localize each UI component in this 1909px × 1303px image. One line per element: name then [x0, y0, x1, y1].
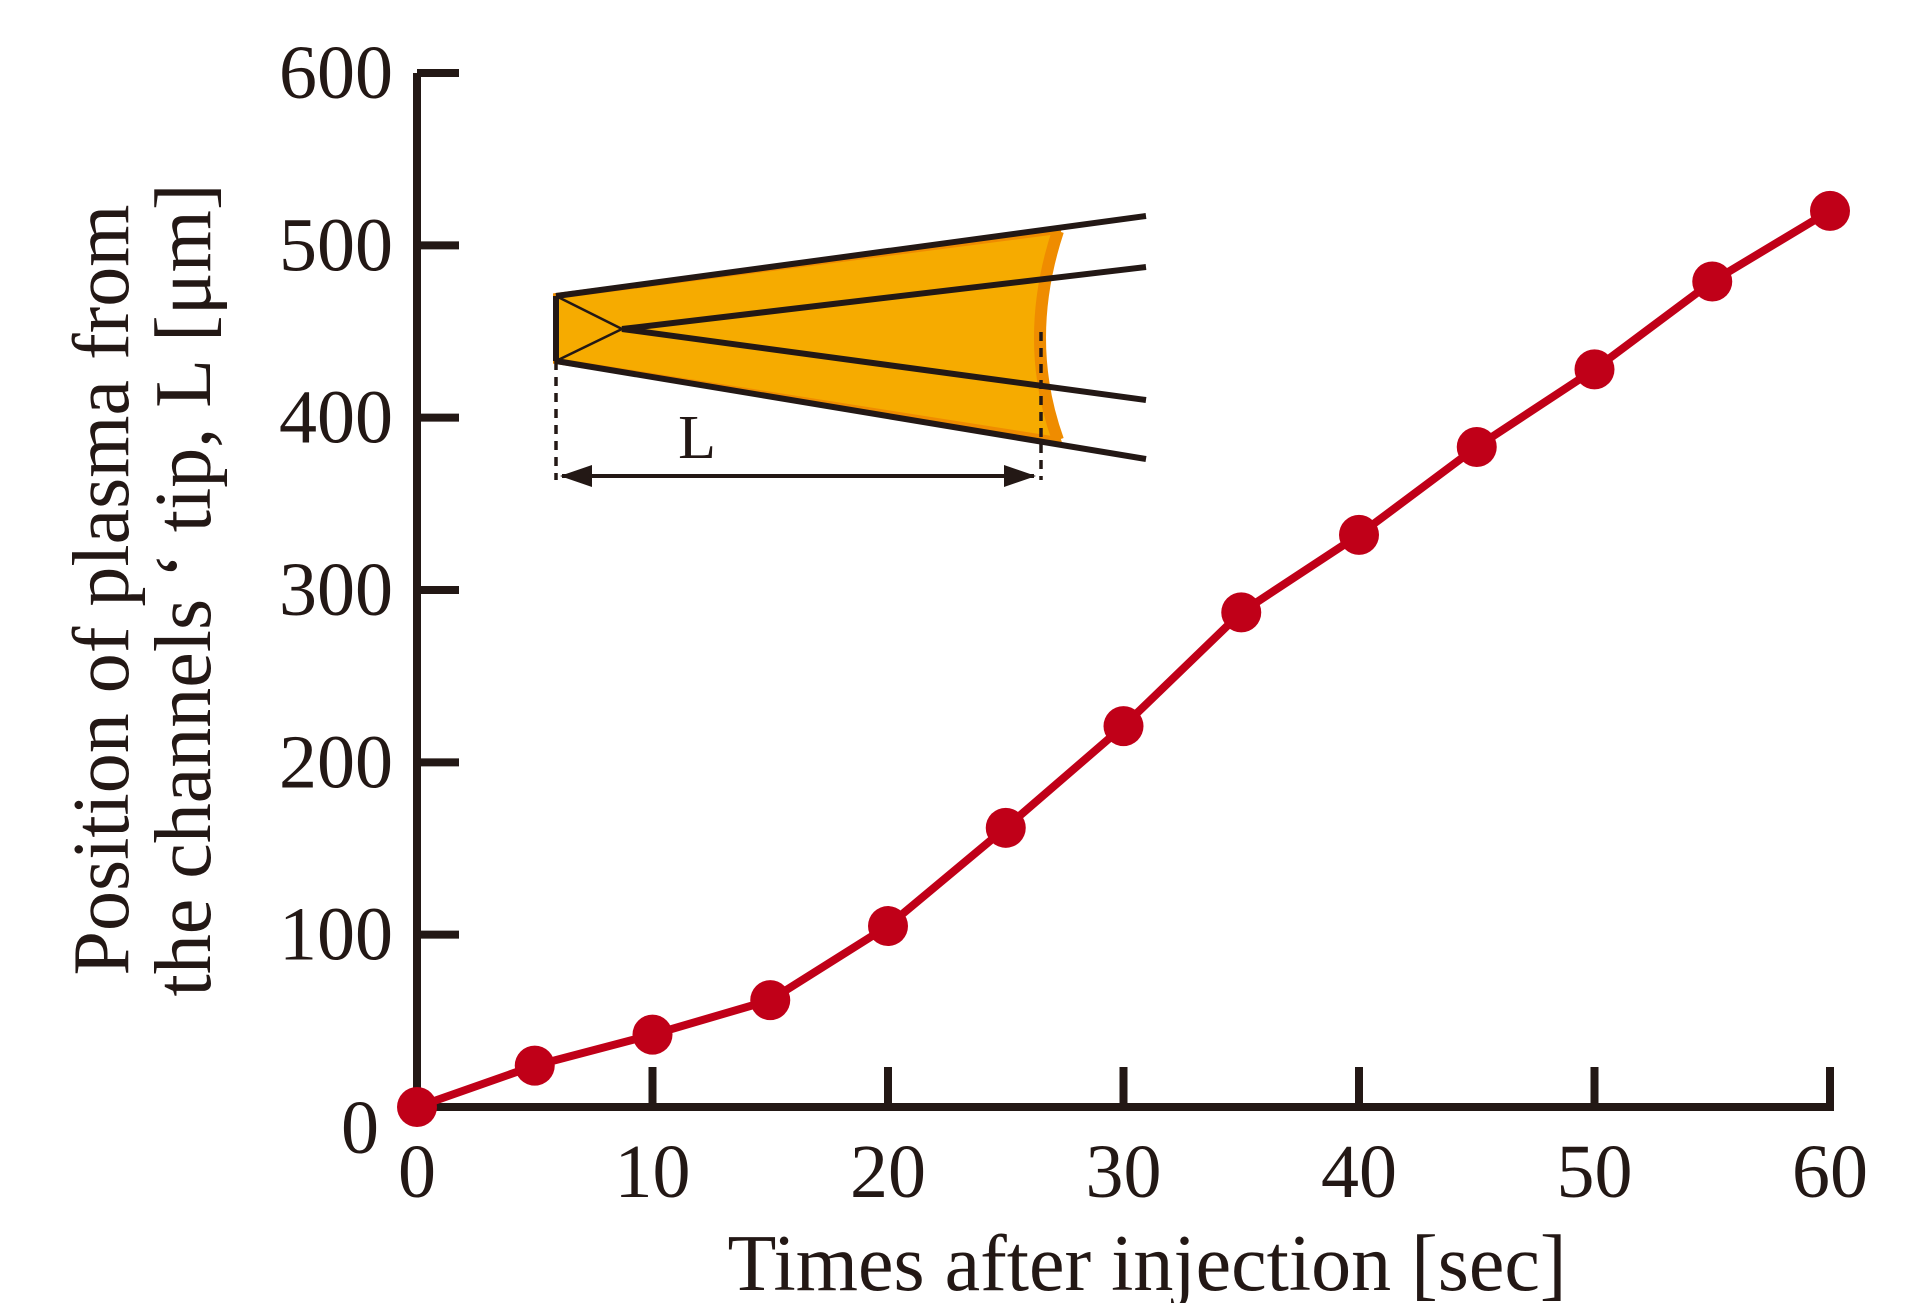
inset-arrow-head-right	[1004, 465, 1036, 487]
y-tick-label: 500	[279, 203, 393, 287]
y-tick-label: 600	[279, 31, 393, 115]
x-tick-label: 40	[1321, 1130, 1397, 1214]
series	[397, 190, 1850, 1127]
data-point	[868, 906, 908, 947]
x-tick-label: 30	[1086, 1130, 1162, 1214]
y-tick-label: 0	[341, 1086, 379, 1170]
inset-tip-line	[555, 327, 623, 363]
x-tick-label: 0	[398, 1130, 436, 1214]
data-point	[750, 980, 791, 1021]
x-tick-label: 60	[1792, 1130, 1868, 1214]
inset-diagram: L	[553, 213, 1147, 487]
inset-length-label: L	[678, 404, 716, 472]
data-point	[1692, 261, 1733, 302]
data-point	[397, 1087, 437, 1127]
y-axis-title-line-1: Position of plasma from	[58, 204, 146, 975]
x-tick-label: 50	[1557, 1130, 1633, 1214]
axes	[413, 73, 1834, 1111]
inset-channel-wall	[621, 326, 1147, 403]
inset-arrow-head-left	[560, 465, 592, 487]
data-point	[632, 1014, 673, 1055]
data-point	[514, 1045, 555, 1086]
data-point	[985, 807, 1026, 848]
inset-channel-wall	[555, 213, 1147, 299]
y-tick-label: 300	[279, 548, 393, 632]
x-tick-label: 20	[850, 1130, 926, 1214]
data-point	[1221, 592, 1262, 633]
ticks: 0 100 200 300 400 500 600 0 10 20 30 40 50 60	[279, 31, 1868, 1214]
data-point	[1339, 514, 1379, 555]
x-tick-label: 10	[615, 1130, 691, 1214]
x-axis-title: Times after injection [sec]	[727, 1220, 1566, 1303]
y-tick-label: 400	[279, 376, 393, 460]
data-point	[1810, 190, 1850, 231]
y-tick-label: 200	[279, 720, 393, 804]
y-tick-label: 100	[279, 893, 393, 977]
data-point	[1103, 706, 1144, 747]
data-point	[1456, 426, 1497, 467]
data-point	[1574, 349, 1615, 390]
inset-tip-line	[555, 294, 623, 331]
inset-channel-wall	[555, 358, 1147, 462]
inset-channel-wall	[621, 264, 1147, 332]
y-axis-title-line-2: the channels ‘ tip, L [μm]	[140, 183, 228, 996]
